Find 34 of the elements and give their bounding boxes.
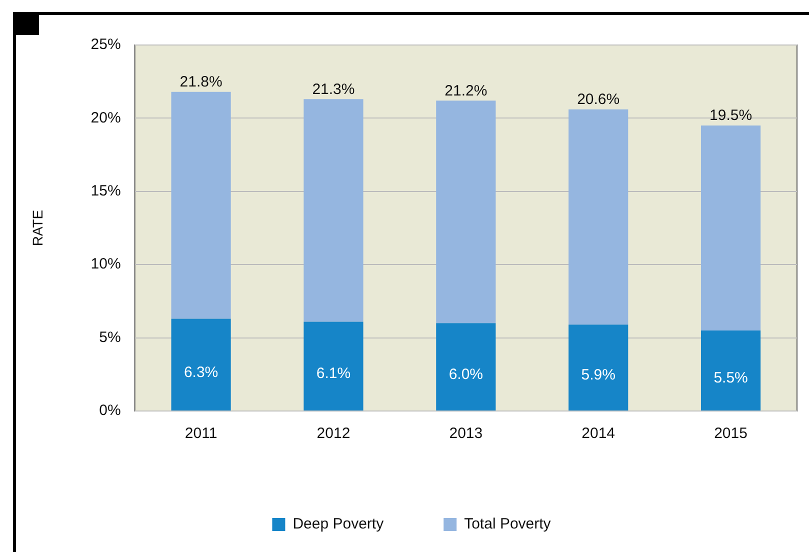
x-tick-label: 2011 xyxy=(184,425,218,442)
bar xyxy=(700,126,761,330)
bar xyxy=(171,92,231,319)
y-tick-label: 10% xyxy=(90,256,121,273)
legend-label: Total Poverty xyxy=(464,516,552,533)
y-tick-label: 25% xyxy=(90,36,121,54)
bar xyxy=(700,330,761,410)
bar xyxy=(304,322,364,410)
total-label: 21.8% xyxy=(180,73,222,90)
total-label: 19.5% xyxy=(710,107,752,124)
y-tick-label: 15% xyxy=(90,182,121,200)
x-tick-label: 2014 xyxy=(582,425,616,442)
x-tick-label: 2013 xyxy=(449,425,483,442)
y-tick-label: 5% xyxy=(99,328,121,346)
data-label: 5.9% xyxy=(581,366,616,384)
legend-label: Deep Poverty xyxy=(292,516,384,533)
bar xyxy=(436,323,496,410)
bar xyxy=(171,318,231,410)
y-axis-title: RATE xyxy=(29,210,46,246)
bar xyxy=(568,109,628,325)
y-tick-label: 20% xyxy=(90,109,121,126)
data-label: 6.0% xyxy=(448,366,484,383)
data-label: 5.5% xyxy=(714,370,748,387)
data-label: 6.3% xyxy=(184,364,218,381)
data-label: 6.1% xyxy=(316,365,351,382)
x-tick-label: 2015 xyxy=(714,425,748,442)
total-label: 20.6% xyxy=(577,91,620,108)
total-label: 21.2% xyxy=(444,82,488,100)
total-label: 21.3% xyxy=(312,80,355,98)
bar xyxy=(436,100,496,324)
bar xyxy=(568,324,628,410)
bar xyxy=(304,99,364,322)
y-tick-label: 0% xyxy=(99,402,121,420)
x-tick-label: 2012 xyxy=(316,425,350,442)
